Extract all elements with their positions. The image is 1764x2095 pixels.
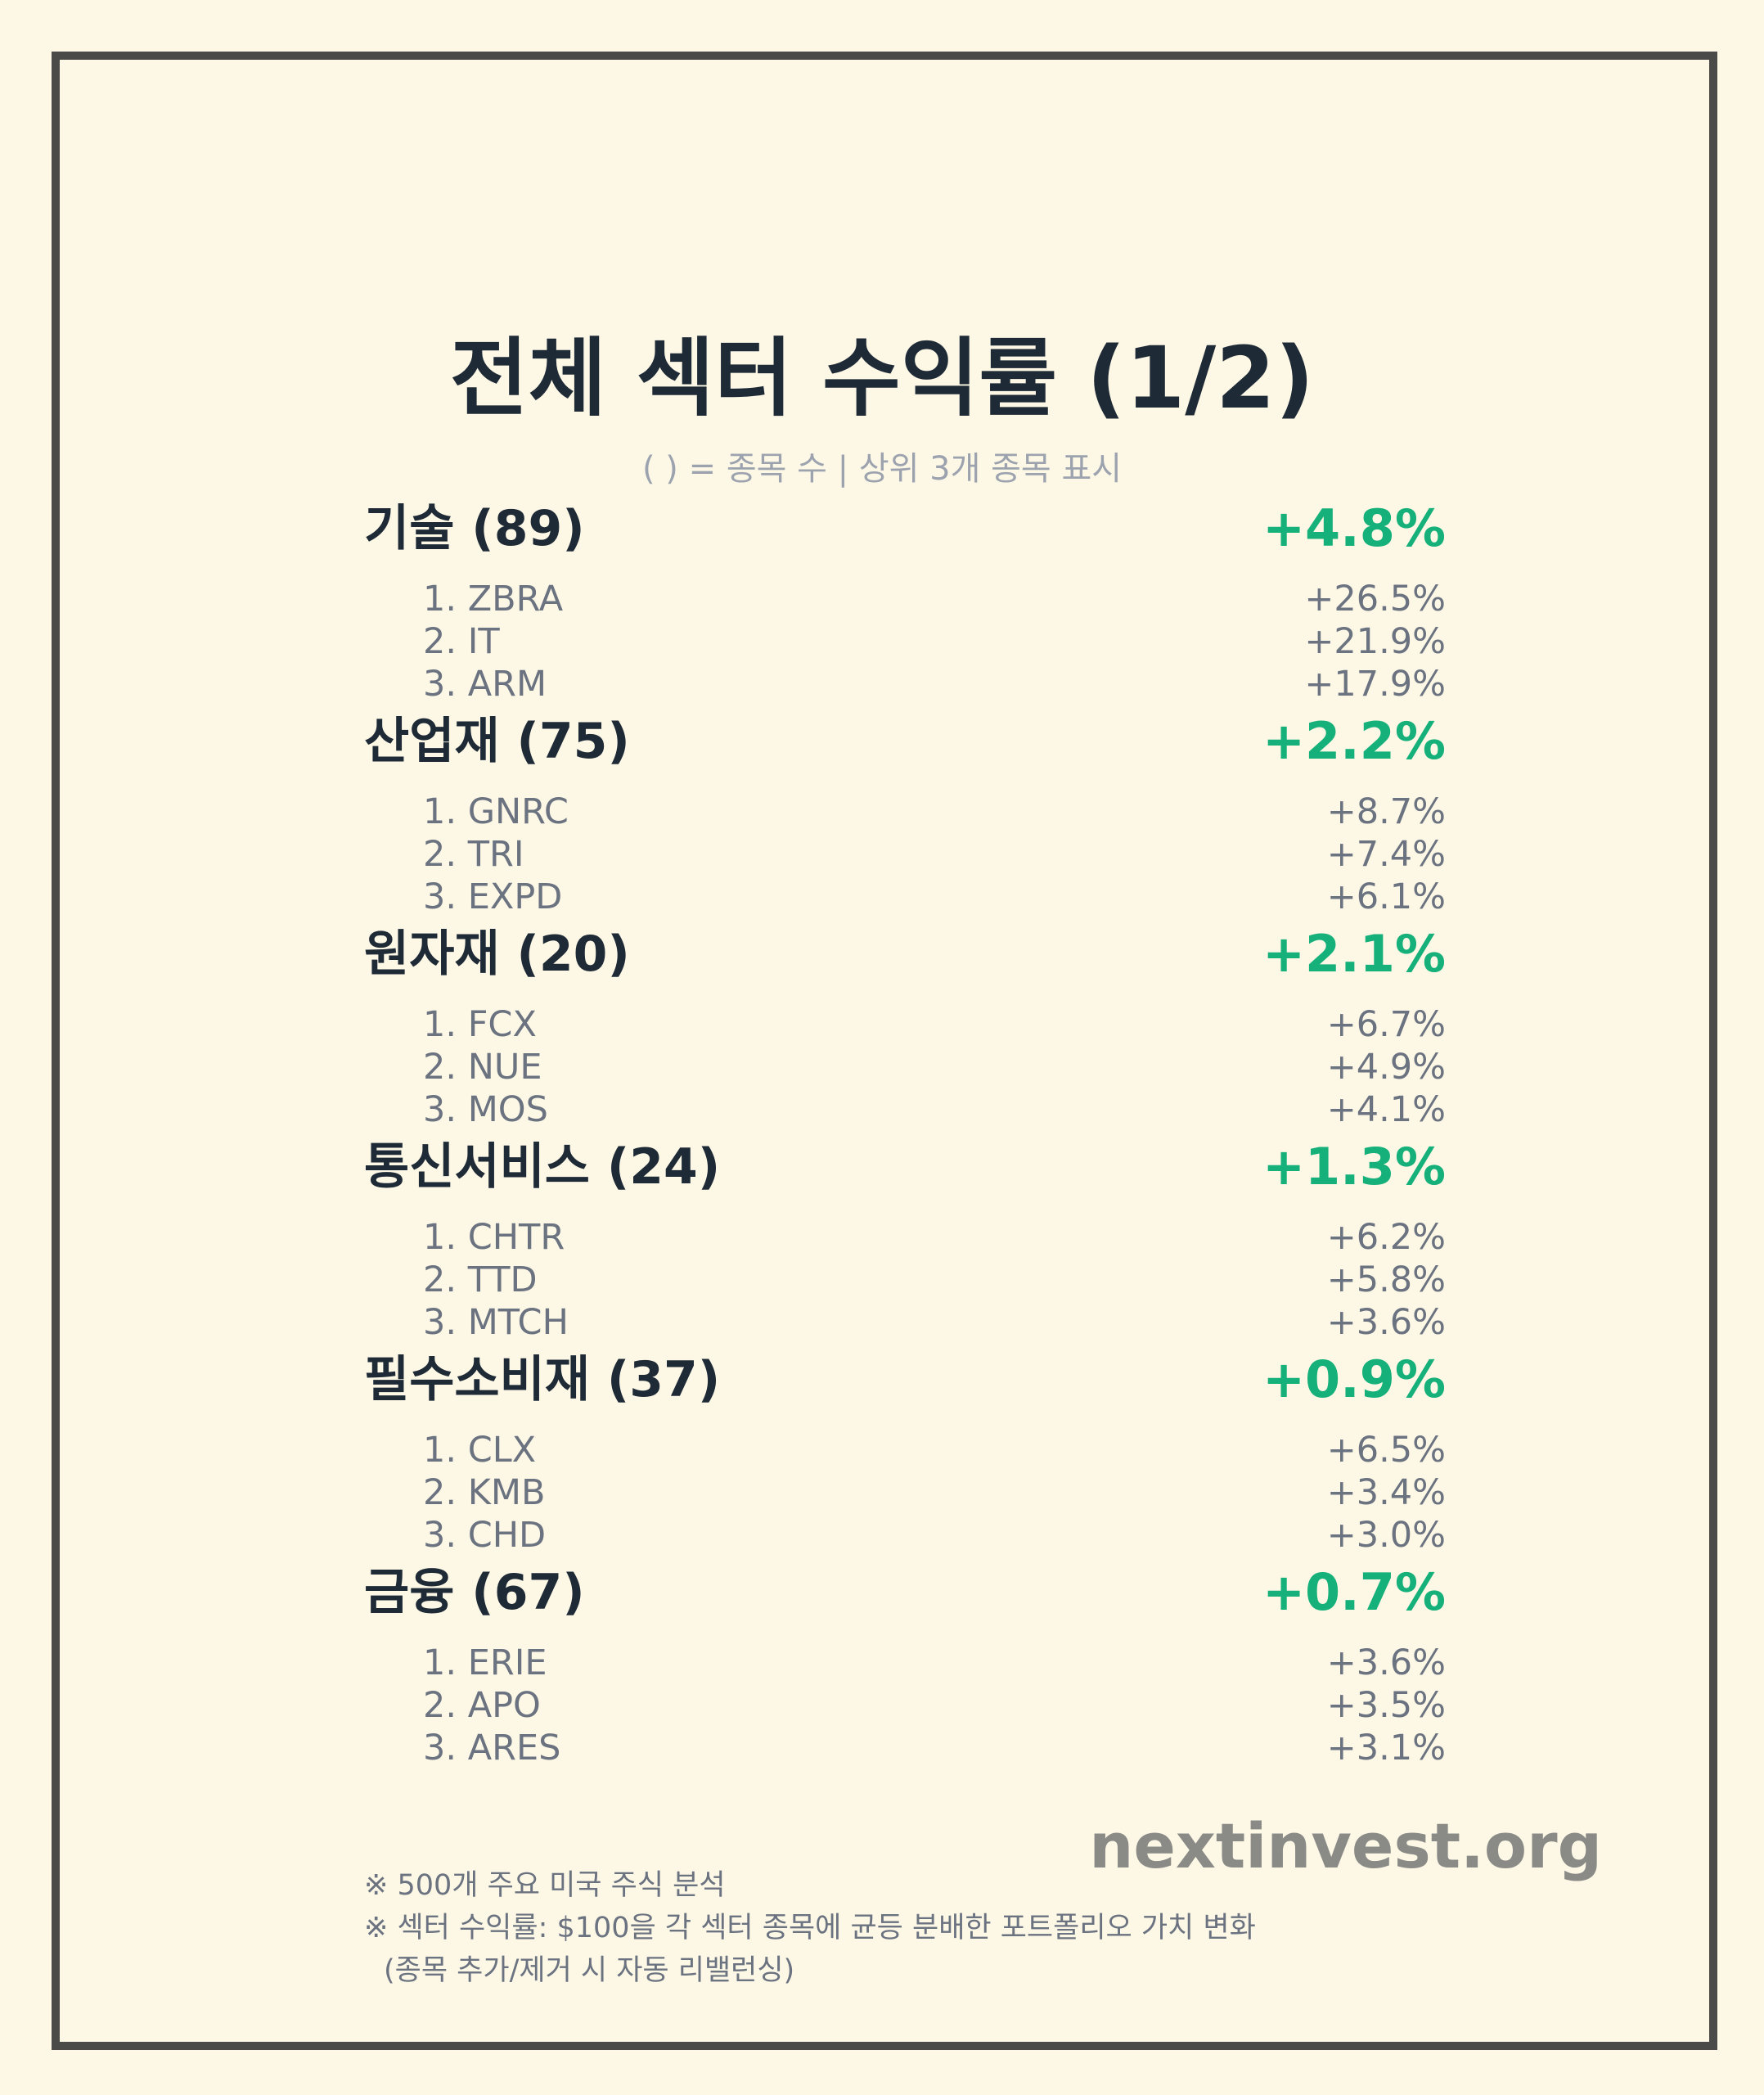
stock-row: 2. KMB +3.4% [364,1471,1446,1514]
stock-list: 1. ERIE +3.6% 2. APO +3.5% 3. ARES +3.1% [364,1627,1446,1769]
sector-header: 통신서비스 (24) +1.3% [364,1133,1446,1201]
stock-return: +6.7% [1326,1004,1446,1045]
stock-row: 3. ARM +17.9% [364,663,1446,705]
stock-row: 1. CLX +6.5% [364,1429,1446,1471]
sector-list: 기술 (89) +4.8% 1. ZBRA +26.5% 2. IT +21.9% … [364,494,1446,1771]
stock-return: +5.8% [1326,1259,1446,1300]
sector-block: 원자재 (20) +2.1% 1. FCX +6.7% 2. NUE +4.9% 3… [364,920,1446,1133]
stock-ticker: 2. TRI [423,834,524,875]
footnotes: ※ 500개 주요 미국 주식 분석 ※ 섹터 수익률: $100을 각 섹터 … [364,1864,1256,1992]
stock-row: 1. CHTR +6.2% [364,1216,1446,1259]
brand-watermark: nextinvest.org [1089,1809,1602,1882]
stock-list: 1. FCX +6.7% 2. NUE +4.9% 3. MOS +4.1% [364,989,1446,1131]
stock-return: +3.1% [1326,1728,1446,1768]
stock-row: 3. ARES +3.1% [364,1727,1446,1769]
stock-ticker: 2. TTD [423,1259,538,1300]
stock-ticker: 1. ZBRA [423,579,564,619]
frame-border [52,52,1717,2050]
stock-ticker: 3. CHD [423,1515,547,1556]
sector-block: 산업재 (75) +2.2% 1. GNRC +8.7% 2. TRI +7.4% … [364,707,1446,920]
footnote: (종목 추가/제거 시 자동 리밸런싱) [384,1954,795,1987]
stock-return: +6.2% [1326,1217,1446,1258]
stock-ticker: 1. ERIE [423,1642,547,1683]
stock-row: 3. MOS +4.1% [364,1088,1446,1131]
stock-row: 1. GNRC +8.7% [364,791,1446,833]
stock-list: 1. CHTR +6.2% 2. TTD +5.8% 3. MTCH +3.6% [364,1201,1446,1344]
footnote: ※ 500개 주요 미국 주식 분석 [364,1869,726,1902]
sector-name: 금융 (67) [364,1564,585,1621]
stock-list: 1. CLX +6.5% 2. KMB +3.4% 3. CHD +3.0% [364,1414,1446,1557]
stock-return: +3.4% [1326,1472,1446,1513]
sector-return: +0.9% [1262,1349,1446,1409]
stock-return: +3.6% [1326,1642,1446,1683]
stock-row: 2. TRI +7.4% [364,833,1446,876]
stock-row: 3. MTCH +3.6% [364,1301,1446,1344]
sector-block: 통신서비스 (24) +1.3% 1. CHTR +6.2% 2. TTD +5.8… [364,1133,1446,1345]
sector-return: +2.2% [1262,711,1446,771]
stock-row: 1. ERIE +3.6% [364,1642,1446,1684]
sector-name: 기술 (89) [364,500,585,557]
stock-return: +6.5% [1326,1430,1446,1471]
stock-row: 2. NUE +4.9% [364,1046,1446,1088]
sector-header: 산업재 (75) +2.2% [364,707,1446,776]
stock-return: +6.1% [1326,876,1446,917]
sector-name: 필수소비재 (37) [364,1351,721,1408]
sector-name: 산업재 (75) [364,713,630,770]
page-subtitle: ( ) = 종목 수 | 상위 3개 종목 표시 [641,450,1123,488]
sector-return: +2.1% [1262,924,1446,984]
stock-ticker: 2. APO [423,1685,541,1726]
stock-return: +8.7% [1326,791,1446,832]
page-title: 전체 섹터 수익률 (1/2) [449,328,1315,428]
stock-row: 2. TTD +5.8% [364,1259,1446,1301]
stock-return: +3.6% [1326,1302,1446,1343]
stock-ticker: 2. IT [423,621,500,662]
stock-ticker: 3. ARES [423,1728,561,1768]
stock-row: 1. ZBRA +26.5% [364,578,1446,620]
stock-return: +3.5% [1326,1685,1446,1726]
stock-ticker: 1. GNRC [423,791,569,832]
stock-list: 1. ZBRA +26.5% 2. IT +21.9% 3. ARM +17.9% [364,563,1446,705]
sector-block: 금융 (67) +0.7% 1. ERIE +3.6% 2. APO +3.5% 3… [364,1558,1446,1771]
stock-ticker: 3. ARM [423,664,547,705]
sector-block: 기술 (89) +4.8% 1. ZBRA +26.5% 2. IT +21.9% … [364,494,1446,707]
stock-return: +26.5% [1304,579,1446,619]
stock-row: 2. IT +21.9% [364,620,1446,663]
sector-return: +1.3% [1262,1137,1446,1196]
sector-block: 필수소비재 (37) +0.9% 1. CLX +6.5% 2. KMB +3.4%… [364,1345,1446,1558]
stock-ticker: 3. EXPD [423,876,563,917]
stock-list: 1. GNRC +8.7% 2. TRI +7.4% 3. EXPD +6.1% [364,776,1446,918]
stock-return: +7.4% [1326,834,1446,875]
stock-return: +4.9% [1326,1047,1446,1088]
sector-header: 기술 (89) +4.8% [364,494,1446,563]
stock-return: +3.0% [1326,1515,1446,1556]
stock-row: 3. EXPD +6.1% [364,876,1446,918]
stock-row: 2. APO +3.5% [364,1684,1446,1727]
stock-ticker: 3. MTCH [423,1302,569,1343]
stock-ticker: 2. NUE [423,1047,542,1088]
stock-ticker: 1. CHTR [423,1217,565,1258]
stock-row: 3. CHD +3.0% [364,1514,1446,1557]
stock-ticker: 1. CLX [423,1430,537,1471]
stock-return: +17.9% [1304,664,1446,705]
stock-ticker: 1. FCX [423,1004,537,1045]
stock-return: +4.1% [1326,1089,1446,1130]
sector-header: 원자재 (20) +2.1% [364,920,1446,989]
sector-header: 필수소비재 (37) +0.9% [364,1345,1446,1414]
sector-name: 원자재 (20) [364,926,630,983]
stock-return: +21.9% [1304,621,1446,662]
stock-ticker: 2. KMB [423,1472,546,1513]
sector-header: 금융 (67) +0.7% [364,1558,1446,1627]
sector-return: +4.8% [1262,498,1446,558]
stock-row: 1. FCX +6.7% [364,1003,1446,1046]
footnote: ※ 섹터 수익률: $100을 각 섹터 종목에 균등 분배한 포트폴리오 가치… [364,1912,1256,1944]
stock-ticker: 3. MOS [423,1089,548,1130]
sector-return: +0.7% [1262,1562,1446,1622]
sector-name: 통신서비스 (24) [364,1138,721,1196]
